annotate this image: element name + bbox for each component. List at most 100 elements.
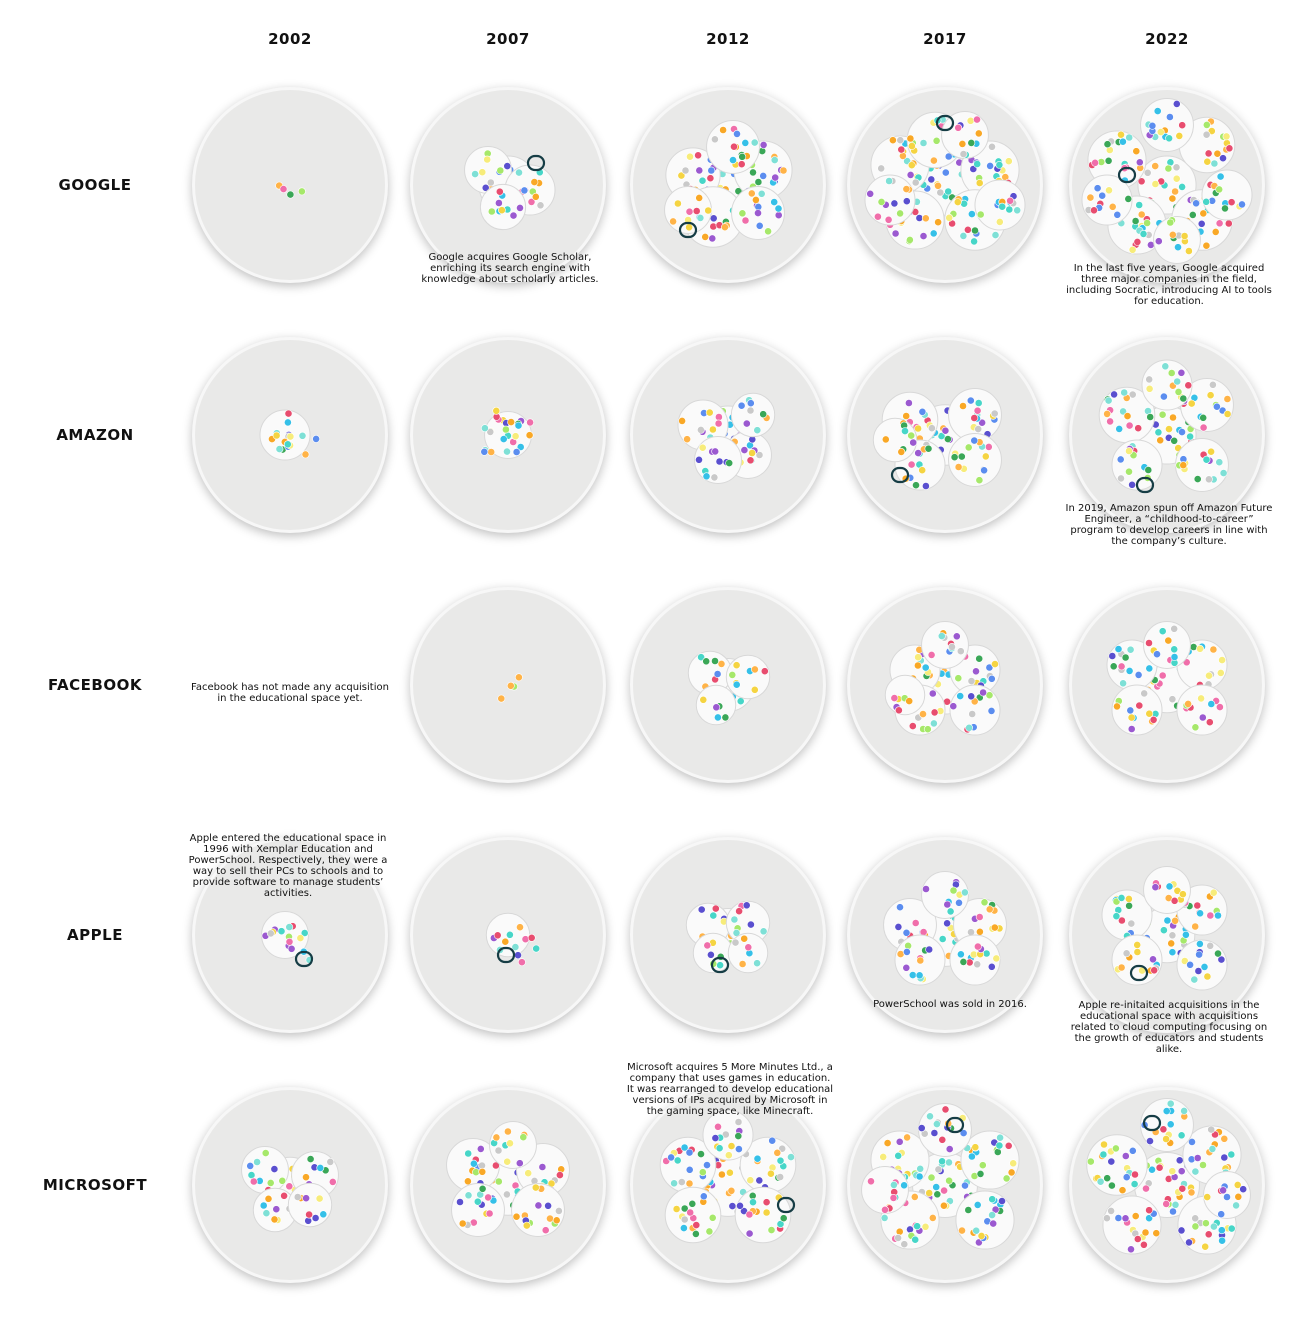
acquisition-dot bbox=[1159, 1125, 1168, 1134]
acquisition-dot bbox=[884, 215, 893, 224]
acquisition-dot bbox=[921, 214, 930, 223]
acquisition-dot bbox=[967, 692, 976, 701]
highlight-ring bbox=[294, 950, 314, 968]
cluster-graphic bbox=[861, 1103, 1020, 1250]
acquisition-dot bbox=[1160, 392, 1168, 401]
acquisition-dot bbox=[516, 923, 524, 932]
acquisition-dot bbox=[1223, 395, 1232, 403]
acquisition-dot bbox=[1204, 1230, 1213, 1239]
acquisition-dot bbox=[949, 886, 958, 895]
acquisition-dot bbox=[993, 1148, 1002, 1156]
acquisition-dot bbox=[916, 956, 925, 965]
acquisition-dot bbox=[925, 1189, 934, 1197]
acquisition-dot bbox=[948, 643, 956, 651]
acquisition-circle-apple-2012 bbox=[630, 837, 826, 1033]
acquisition-dot bbox=[1144, 466, 1153, 474]
acquisition-dot bbox=[1150, 966, 1159, 975]
highlight-ring bbox=[1142, 1114, 1162, 1132]
acquisition-dot bbox=[1201, 1242, 1210, 1251]
acquisition-dot bbox=[902, 963, 911, 972]
acquisition-dot bbox=[738, 960, 747, 968]
acquisition-dot bbox=[978, 1161, 987, 1170]
acquisition-dot bbox=[883, 1139, 892, 1147]
acquisition-dot bbox=[740, 446, 749, 454]
acquisition-dot bbox=[1199, 1161, 1207, 1169]
acquisition-dot bbox=[1110, 390, 1118, 399]
acquisition-dot bbox=[1218, 1236, 1226, 1245]
acquisition-dot bbox=[705, 1227, 714, 1236]
acquisition-dot bbox=[1211, 227, 1220, 236]
acquisition-dot bbox=[1178, 428, 1186, 436]
acquisition-dot bbox=[1116, 455, 1125, 464]
acquisition-dot bbox=[1216, 669, 1225, 677]
acquisition-dot bbox=[1202, 121, 1211, 129]
acquisition-dot bbox=[278, 1176, 287, 1185]
acquisition-dot bbox=[697, 653, 705, 662]
acquisition-dot bbox=[1146, 413, 1155, 421]
acquisition-dot bbox=[277, 927, 286, 936]
acquisition-dot bbox=[746, 399, 755, 408]
acquisition-dot bbox=[1002, 1174, 1011, 1183]
acquisition-dot bbox=[1153, 107, 1162, 115]
highlight-ring bbox=[935, 114, 955, 132]
acquisition-dot bbox=[903, 1133, 911, 1142]
acquisition-dot bbox=[701, 232, 710, 241]
acquisition-dot bbox=[1118, 916, 1126, 925]
acquisition-dot bbox=[707, 166, 716, 175]
acquisition-dot bbox=[1214, 911, 1222, 920]
acquisition-dot bbox=[1126, 706, 1135, 715]
acquisition-dot bbox=[1145, 1206, 1153, 1215]
acquisition-dot bbox=[897, 145, 906, 154]
acquisition-dot bbox=[742, 419, 751, 428]
acquisition-dot bbox=[923, 725, 932, 734]
acquisition-dot bbox=[515, 1159, 524, 1168]
acquisition-dot bbox=[902, 412, 911, 420]
acquisition-dot bbox=[1162, 1107, 1171, 1115]
acquisition-dot bbox=[1004, 1141, 1013, 1150]
acquisition-dot bbox=[284, 409, 293, 418]
acquisition-dot bbox=[1210, 159, 1219, 168]
acquisition-dot bbox=[492, 1161, 500, 1170]
acquisition-dot bbox=[998, 1197, 1006, 1205]
acquisition-dot bbox=[284, 418, 292, 427]
acquisition-dot bbox=[914, 661, 922, 670]
acquisition-dot bbox=[1146, 1137, 1154, 1145]
acquisition-dot bbox=[995, 217, 1004, 226]
acquisition-dot bbox=[974, 399, 983, 407]
acquisition-dot bbox=[272, 431, 281, 440]
acquisition-dot bbox=[716, 961, 724, 970]
acquisition-dot bbox=[526, 418, 534, 427]
acquisition-dot bbox=[506, 930, 514, 939]
acquisition-dot bbox=[921, 663, 930, 672]
acquisition-dot bbox=[1117, 963, 1126, 972]
acquisition-dot bbox=[1216, 172, 1225, 181]
acquisition-dot bbox=[737, 160, 746, 169]
acquisition-dot bbox=[944, 152, 953, 161]
acquisition-dot bbox=[1222, 132, 1231, 141]
acquisition-dot bbox=[1156, 128, 1165, 136]
acquisition-dot bbox=[1127, 1245, 1135, 1254]
cluster-graphic bbox=[884, 621, 1001, 736]
acquisition-dot bbox=[1141, 1228, 1150, 1237]
acquisition-dot bbox=[779, 1214, 788, 1223]
acquisition-dot bbox=[728, 1202, 737, 1210]
acquisition-dot bbox=[1207, 700, 1216, 708]
acquisition-dot bbox=[911, 1235, 920, 1244]
acquisition-circle-google-2017 bbox=[847, 87, 1043, 283]
acquisition-dot bbox=[881, 1205, 889, 1214]
acquisition-circle-amazon-2022 bbox=[1069, 337, 1265, 533]
acquisition-dot bbox=[1227, 1150, 1236, 1159]
acquisition-dot bbox=[685, 223, 693, 232]
acquisition-dot bbox=[1119, 679, 1127, 688]
acquisition-dot bbox=[973, 406, 982, 415]
acquisition-dot bbox=[514, 951, 522, 960]
company-label-amazon: AMAZON bbox=[56, 426, 134, 444]
acquisition-dot bbox=[760, 667, 769, 676]
acquisition-dot bbox=[1117, 662, 1126, 671]
acquisition-dot bbox=[908, 971, 917, 979]
acquisition-dot bbox=[503, 1157, 512, 1166]
acquisition-dot bbox=[531, 1183, 540, 1192]
acquisition-dot bbox=[1125, 895, 1133, 903]
acquisition-dot bbox=[1217, 1226, 1226, 1235]
acquisition-dot bbox=[683, 435, 691, 444]
